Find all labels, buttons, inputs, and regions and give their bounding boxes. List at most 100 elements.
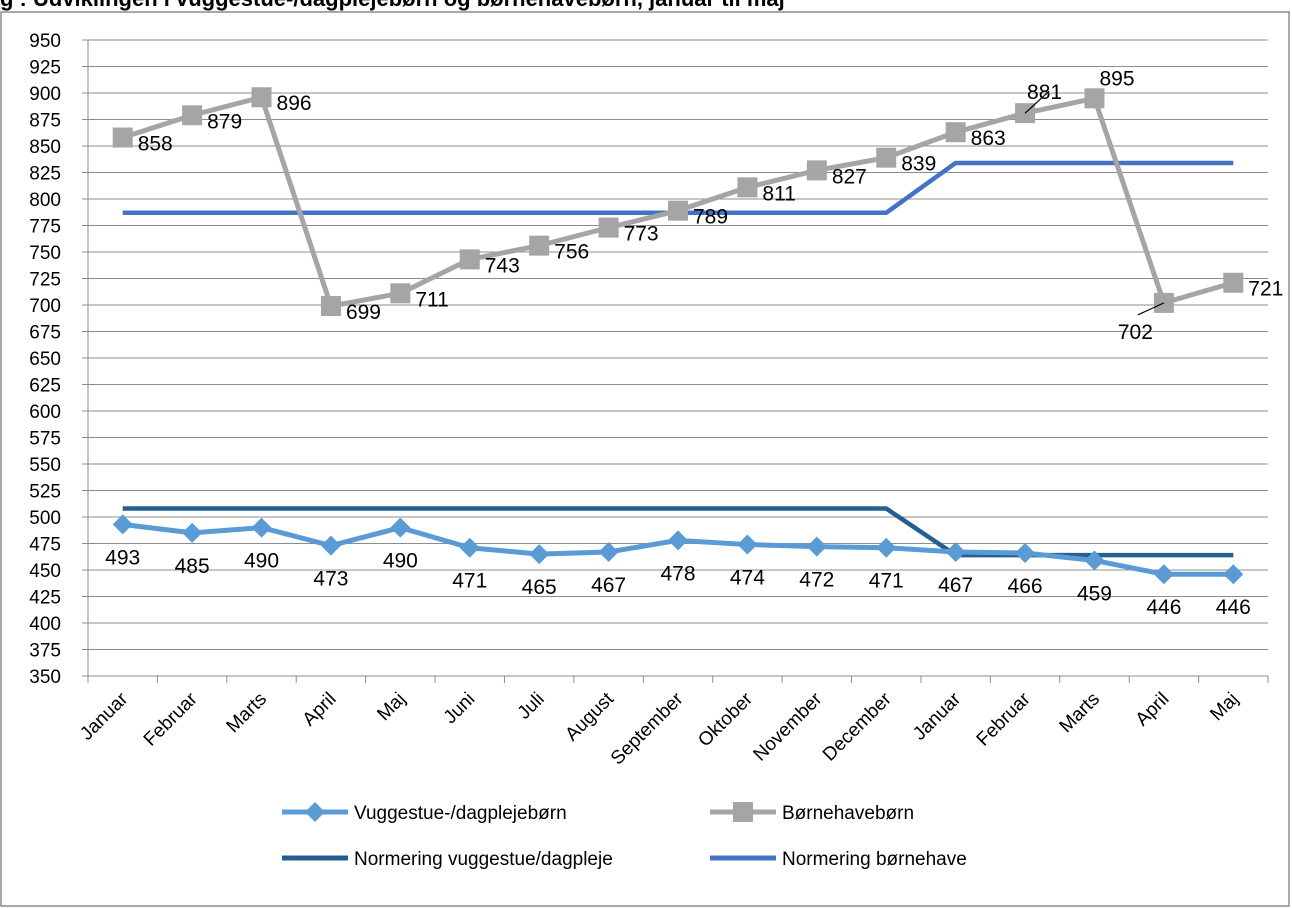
data-label: 467 xyxy=(938,574,973,597)
data-label: 446 xyxy=(1216,596,1251,619)
series-marker xyxy=(945,122,966,143)
legend-label: Normering vuggestue/dagpleje xyxy=(354,849,613,870)
data-label: 721 xyxy=(1248,278,1283,301)
series-marker xyxy=(598,217,619,238)
series-marker xyxy=(1015,543,1036,564)
data-label: 446 xyxy=(1146,596,1181,619)
series-marker xyxy=(806,160,827,181)
y-tick-label: 925 xyxy=(29,58,61,79)
y-tick-label: 800 xyxy=(29,190,61,211)
data-label: 879 xyxy=(207,110,242,133)
series-marker xyxy=(182,522,203,543)
y-tick-label: 350 xyxy=(29,667,61,688)
data-label: 467 xyxy=(591,574,626,597)
y-tick-label: 950 xyxy=(29,31,61,52)
data-label: 699 xyxy=(346,301,381,324)
data-label: 827 xyxy=(832,165,867,188)
series-marker xyxy=(390,517,411,538)
data-label: 493 xyxy=(105,546,140,569)
data-label: 466 xyxy=(1008,575,1043,598)
series-marker xyxy=(390,283,411,304)
series-marker xyxy=(668,530,688,551)
series-marker xyxy=(1223,564,1244,585)
series-marker xyxy=(1084,550,1105,571)
data-label: 478 xyxy=(660,562,695,585)
y-tick-label: 600 xyxy=(29,402,61,423)
series-marker xyxy=(251,87,272,108)
y-tick-label: 675 xyxy=(29,323,61,344)
y-tick-label: 775 xyxy=(29,217,61,238)
y-tick-label: 900 xyxy=(29,84,61,105)
data-label: 811 xyxy=(762,182,795,205)
data-label: 474 xyxy=(730,567,765,590)
y-tick-label: 725 xyxy=(29,270,61,291)
data-label: 743 xyxy=(485,254,520,277)
y-tick-label: 400 xyxy=(29,614,61,635)
series-marker xyxy=(737,177,758,198)
data-labels: 858 879 896 699 711 743 756 773 789 811 827 839 863 8… xyxy=(105,67,1283,619)
leader-line xyxy=(1137,302,1165,316)
series-marker xyxy=(182,105,203,126)
legend-label: Vuggestue-/dagplejebørn xyxy=(354,803,567,824)
legend-label: Børnehavebørn xyxy=(782,803,914,824)
chart-title: g : Udviklingen i vuggestue-/dagplejebør… xyxy=(0,0,785,11)
series-marker xyxy=(1223,272,1244,293)
y-tick-label: 525 xyxy=(29,482,61,503)
data-label: 756 xyxy=(554,241,589,264)
series-marker xyxy=(806,536,827,557)
y-tick-label: 875 xyxy=(29,111,61,132)
y-tick-label: 700 xyxy=(29,296,61,317)
y-tick-label: 825 xyxy=(29,164,61,185)
series-marker xyxy=(876,147,897,168)
y-tick-label: 650 xyxy=(29,349,61,370)
data-label: 895 xyxy=(1099,67,1134,90)
y-tick-label: 625 xyxy=(29,376,61,397)
y-tick-label: 425 xyxy=(29,588,61,609)
series-marker xyxy=(1084,88,1105,109)
data-label: 471 xyxy=(869,570,904,593)
data-label: 459 xyxy=(1077,582,1112,605)
data-label: 473 xyxy=(313,568,348,591)
chart-title-text: g : Udviklingen i vuggestue-/dagplejebør… xyxy=(0,0,785,11)
series-marker xyxy=(529,544,550,565)
series-marker xyxy=(876,537,897,558)
y-tick-label: 750 xyxy=(29,243,61,264)
series-marker xyxy=(112,127,133,148)
data-label: 896 xyxy=(277,92,312,115)
series-marker xyxy=(668,200,688,221)
data-label: 702 xyxy=(1118,321,1153,344)
legend-swatch-marker xyxy=(305,802,325,822)
series-marker xyxy=(945,541,966,562)
series-marker xyxy=(112,514,133,535)
series-layer xyxy=(112,87,1244,585)
data-label: 858 xyxy=(138,133,173,156)
y-tick-label: 500 xyxy=(29,508,61,529)
data-label: 863 xyxy=(971,127,1006,150)
data-label: 789 xyxy=(693,206,728,229)
legend: Vuggestue-/dagplejebørn Børnehavebørn Norm… xyxy=(282,802,967,870)
y-tick-label: 575 xyxy=(29,429,61,450)
y-tick-label: 850 xyxy=(29,137,61,158)
data-label: 472 xyxy=(799,569,834,592)
series-marker xyxy=(1153,564,1174,585)
data-label: 465 xyxy=(522,576,557,599)
data-label: 490 xyxy=(383,550,418,573)
data-label: 711 xyxy=(415,288,448,311)
data-label: 773 xyxy=(624,223,659,246)
series-marker xyxy=(737,534,758,555)
data-label: 485 xyxy=(175,555,210,578)
data-label: 839 xyxy=(901,153,936,176)
series-marker xyxy=(320,296,341,317)
series-marker xyxy=(529,235,550,256)
y-tick-label: 375 xyxy=(29,641,61,662)
leader-line xyxy=(1024,90,1050,114)
y-tick-label: 475 xyxy=(29,535,61,556)
data-label: 490 xyxy=(244,550,279,573)
y-tick-label: 550 xyxy=(29,455,61,476)
gridlines xyxy=(88,39,1268,650)
legend-swatch-marker xyxy=(733,802,753,822)
series-marker xyxy=(320,535,341,556)
series-marker xyxy=(459,249,480,270)
legend-label: Normering børnehave xyxy=(782,849,967,870)
